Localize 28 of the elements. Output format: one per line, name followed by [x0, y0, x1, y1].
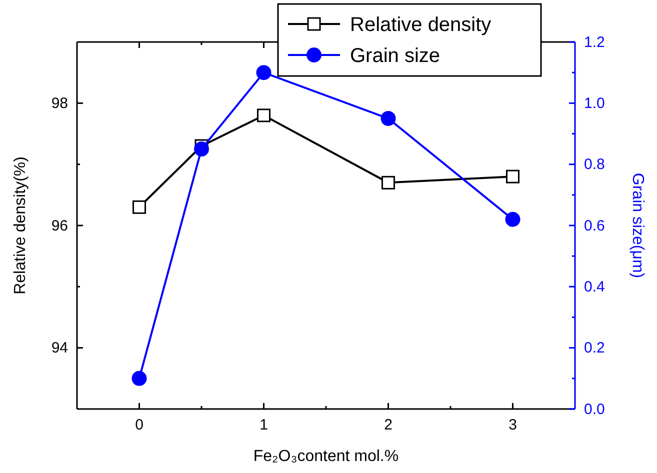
- y2-tick-label: 0.8: [584, 156, 605, 174]
- y-tick-label: 94: [51, 340, 68, 357]
- point: [380, 110, 396, 126]
- y2-axis-title: Grain size(μm): [629, 172, 646, 278]
- legend-label: Relative density: [350, 14, 492, 36]
- y-tick-label: 98: [51, 94, 68, 112]
- legend-label: Grain size: [350, 45, 440, 67]
- y-tick-label: 96: [51, 217, 68, 234]
- point: [382, 176, 395, 190]
- point: [256, 65, 272, 80]
- point: [132, 200, 146, 214]
- y2-tick-label: 0.6: [584, 217, 605, 234]
- point: [506, 170, 520, 184]
- x-tick-label: 2: [384, 416, 392, 434]
- y2-tick-label: 0.4: [584, 278, 605, 296]
- point: [132, 370, 147, 386]
- y2-tick-label: 0.2: [584, 340, 605, 357]
- y-axis-title: Relative density(%): [12, 156, 29, 294]
- point: [194, 142, 209, 157]
- x-axis-title: Fe₂O₃content mol.%: [253, 448, 399, 465]
- x-tick-label: 0: [135, 416, 144, 434]
- y2-tick-label: 0.0: [584, 400, 605, 418]
- x-tick-label: 3: [508, 416, 517, 434]
- point: [505, 212, 520, 227]
- point: [257, 108, 270, 122]
- x-tick-label: 1: [260, 416, 268, 434]
- y2-tick-label: 1.0: [584, 94, 605, 112]
- y2-tick-label: 1.2: [584, 34, 605, 51]
